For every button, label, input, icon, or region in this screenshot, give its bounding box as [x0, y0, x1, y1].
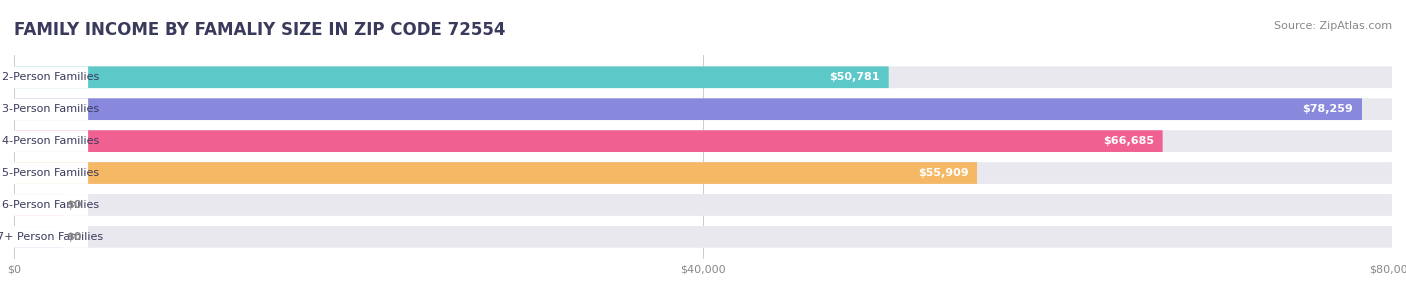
FancyBboxPatch shape: [14, 226, 1392, 248]
Text: 4-Person Families: 4-Person Families: [1, 136, 98, 146]
FancyBboxPatch shape: [6, 194, 89, 216]
Text: 3-Person Families: 3-Person Families: [1, 104, 98, 114]
FancyBboxPatch shape: [14, 162, 1392, 184]
FancyBboxPatch shape: [14, 130, 1163, 152]
Text: 5-Person Families: 5-Person Families: [1, 168, 98, 178]
FancyBboxPatch shape: [14, 130, 1392, 152]
Text: 6-Person Families: 6-Person Families: [1, 200, 98, 210]
FancyBboxPatch shape: [14, 98, 1362, 120]
FancyBboxPatch shape: [14, 194, 1392, 216]
Text: $50,781: $50,781: [830, 72, 880, 82]
Text: $66,685: $66,685: [1102, 136, 1154, 146]
Text: $78,259: $78,259: [1302, 104, 1354, 114]
FancyBboxPatch shape: [14, 66, 1392, 88]
Text: $0: $0: [66, 232, 82, 242]
FancyBboxPatch shape: [14, 98, 1392, 120]
Text: $0: $0: [66, 200, 82, 210]
Text: 7+ Person Families: 7+ Person Families: [0, 232, 103, 242]
FancyBboxPatch shape: [14, 162, 977, 184]
Text: 2-Person Families: 2-Person Families: [1, 72, 98, 82]
FancyBboxPatch shape: [14, 194, 62, 216]
FancyBboxPatch shape: [14, 226, 62, 248]
FancyBboxPatch shape: [6, 162, 89, 184]
Text: Source: ZipAtlas.com: Source: ZipAtlas.com: [1274, 21, 1392, 31]
FancyBboxPatch shape: [6, 66, 89, 88]
FancyBboxPatch shape: [6, 130, 89, 152]
Text: FAMILY INCOME BY FAMALIY SIZE IN ZIP CODE 72554: FAMILY INCOME BY FAMALIY SIZE IN ZIP COD…: [14, 21, 506, 39]
FancyBboxPatch shape: [6, 98, 89, 120]
FancyBboxPatch shape: [14, 66, 889, 88]
FancyBboxPatch shape: [6, 226, 89, 248]
Text: $55,909: $55,909: [918, 168, 969, 178]
